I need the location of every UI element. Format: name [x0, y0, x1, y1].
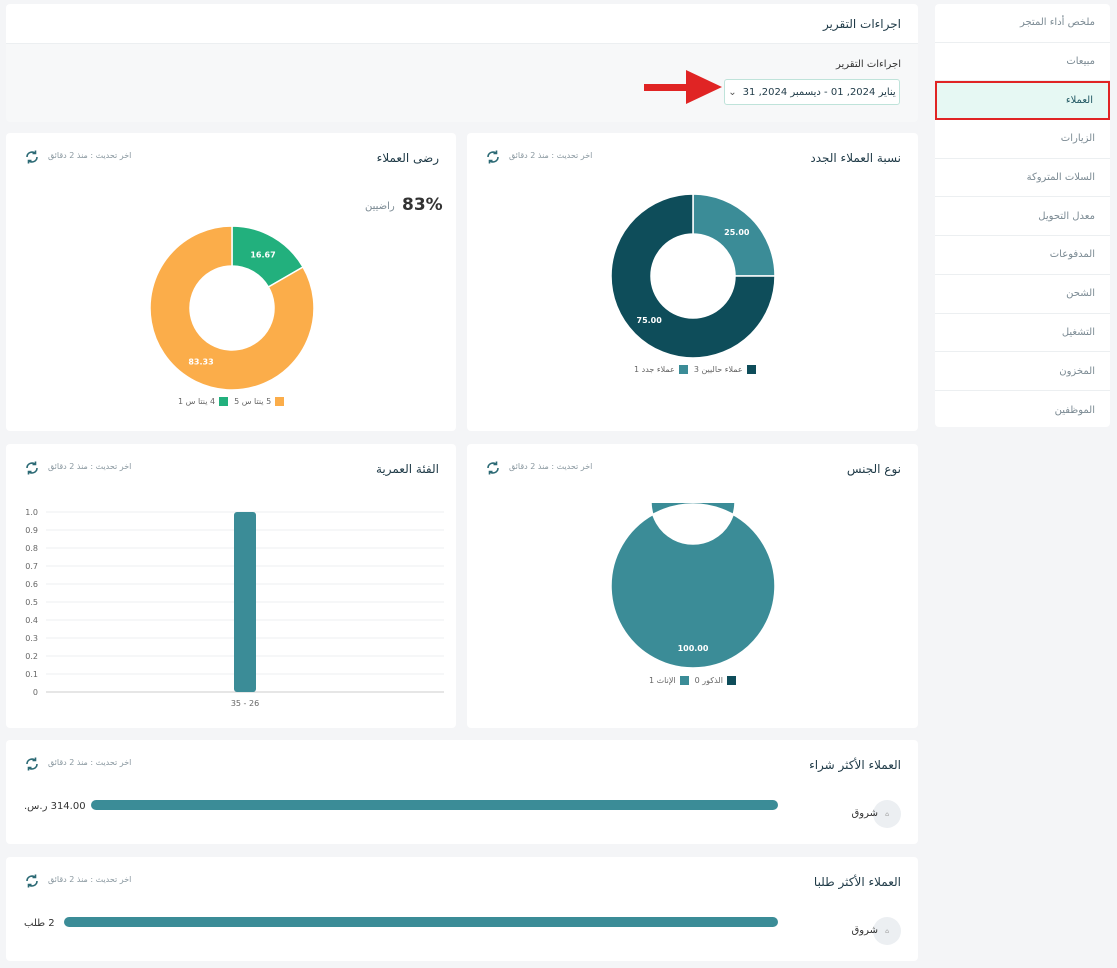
sidebar-item-visits[interactable]: الزيارات — [935, 120, 1110, 159]
legend-item-4-stars: 4 ينتا س 1 — [178, 397, 229, 406]
sidebar-item-abandoned-carts[interactable]: السلات المتروكة — [935, 159, 1110, 198]
satisfaction-card: رضى العملاء اخر تحديث : منذ 2 دقائق 83% … — [6, 133, 456, 431]
satisfaction-percent-label: راضيين — [365, 201, 395, 212]
y-tick-label: 0.1 — [25, 670, 38, 679]
donut-slice-label: 75.00 — [637, 316, 663, 325]
donut-slice-label: 16.67 — [250, 250, 275, 259]
refresh-icon[interactable] — [485, 149, 501, 165]
avatar: ⌂ — [873, 917, 901, 945]
sidebar-item-customers[interactable]: العملاء — [935, 81, 1110, 121]
legend-label-male: الذكور 0 — [694, 676, 723, 685]
sidebar-item-employees[interactable]: الموظفين — [1054, 404, 1095, 416]
gender-title: نوع الجنس — [846, 462, 901, 476]
refresh-icon[interactable] — [24, 460, 40, 476]
legend-label-existing: عملاء حاليين 3 — [693, 365, 743, 374]
y-tick-label: 0.5 — [25, 598, 38, 607]
top-orders-title: العملاء الأكثر طلبا — [813, 875, 901, 889]
last-update-text: اخر تحديث : منذ 2 دقائق — [509, 151, 593, 160]
chevron-down-icon: ⌄ — [728, 86, 737, 98]
satisfaction-donut-chart: 16.67 83.33 — [149, 225, 315, 391]
report-actions-body: اجراءات التقرير يناير 2024, 01 - ديسمبر … — [6, 44, 918, 122]
y-tick-label: 0.2 — [25, 652, 38, 661]
legend-item-new: عملاء جدد 1 — [634, 365, 688, 374]
top-buyers-card: العملاء الأكثر شراء اخر تحديث : منذ 2 دق… — [6, 740, 918, 844]
donut-slice-label: 100.00 — [678, 644, 709, 653]
refresh-icon[interactable] — [24, 756, 40, 772]
y-tick-label: 0.8 — [25, 544, 38, 553]
legend-label-5-stars: 5 ينتا س 5 — [234, 397, 272, 406]
legend-item-male: الذكور 0 — [695, 676, 736, 685]
top-buyers-title: العملاء الأكثر شراء — [809, 758, 901, 772]
age-group-bar-chart: 0 0.1 0.2 0.3 0.4 0.5 0.6 0.7 0.8 0.9 1.0 35 - 26 — [25, 508, 444, 708]
top-buyers-bar — [91, 800, 778, 810]
customer-name: شروق — [851, 808, 878, 819]
top-orders-value: 2 طلب — [24, 918, 55, 929]
legend-item-existing: عملاء حاليين 3 — [694, 365, 756, 374]
last-update-text: اخر تحديث : منذ 2 دقائق — [48, 875, 132, 884]
new-customers-legend: عملاء حاليين 3 عملاء جدد 1 — [634, 365, 756, 374]
last-update-text: اخر تحديث : منذ 2 دقائق — [48, 151, 132, 160]
y-tick-label: 0.4 — [25, 616, 38, 625]
legend-item-female: الإناث 1 — [649, 676, 689, 685]
donut-slice — [692, 193, 776, 277]
donut-slice-label: 25.00 — [724, 228, 750, 237]
satisfaction-percent: 83% — [402, 195, 443, 215]
report-actions-header: اجراءات التقرير — [6, 4, 918, 44]
legend-label-female: الإناث 1 — [649, 676, 676, 685]
y-tick-label: 0.7 — [25, 562, 38, 571]
sidebar-item-operations[interactable]: التشغيل — [935, 314, 1110, 353]
date-range-label: اجراءات التقرير — [835, 59, 901, 70]
customer-name: شروق — [851, 925, 878, 936]
bar — [234, 512, 256, 692]
gender-card: نوع الجنس اخر تحديث : منذ 2 دقائق 100.00… — [467, 444, 918, 728]
refresh-icon[interactable] — [485, 460, 501, 476]
sidebar-item-shipping[interactable]: الشحن — [935, 275, 1110, 314]
top-buyers-value: 314.00 ر.س. — [24, 801, 86, 812]
age-group-title: الفئة العمرية — [375, 462, 439, 476]
donut-slice — [610, 193, 776, 359]
x-tick-label: 35 - 26 — [231, 699, 259, 708]
reports-sidebar: ملخص أداء المتجر مبيعات العملاء الزيارات… — [935, 4, 1110, 427]
avatar: ⌂ — [873, 800, 901, 828]
refresh-icon[interactable] — [24, 149, 40, 165]
y-tick-label: 0.6 — [25, 580, 38, 589]
date-range-picker[interactable]: يناير 2024, 01 - ديسمبر 2024, 31 ⌄ — [724, 79, 900, 105]
legend-label-new: عملاء جدد 1 — [634, 365, 675, 374]
new-customers-donut-chart: 25.00 75.00 — [610, 193, 776, 359]
report-actions-title: اجراءات التقرير — [822, 17, 901, 31]
y-tick-label: 0.3 — [25, 634, 38, 643]
date-range-value: يناير 2024, 01 - ديسمبر 2024, 31 — [742, 86, 896, 98]
red-arrow-icon — [644, 70, 722, 104]
donut-slice-label: 83.33 — [188, 358, 213, 367]
new-customers-card: نسبة العملاء الجدد اخر تحديث : منذ 2 دقا… — [467, 133, 918, 431]
last-update-text: اخر تحديث : منذ 2 دقائق — [48, 462, 132, 471]
last-update-text: اخر تحديث : منذ 2 دقائق — [509, 462, 593, 471]
top-orders-bar — [64, 917, 778, 927]
last-update-text: اخر تحديث : منذ 2 دقائق — [48, 758, 132, 767]
satisfaction-title: رضى العملاء — [376, 151, 439, 165]
satisfaction-legend: 5 ينتا س 5 4 ينتا س 1 — [178, 397, 285, 406]
sidebar-item-inventory[interactable]: المخزون — [935, 352, 1110, 391]
donut-slice-label: 0.00 — [683, 514, 703, 523]
gender-legend: الذكور 0 الإناث 1 — [649, 676, 736, 685]
new-customers-title: نسبة العملاء الجدد — [810, 151, 901, 165]
sidebar-item-sales[interactable]: مبيعات — [935, 43, 1110, 82]
refresh-icon[interactable] — [24, 873, 40, 889]
sidebar-item-store-summary[interactable]: ملخص أداء المتجر — [935, 4, 1110, 43]
gender-donut-chart: 100.00 0.00 — [610, 503, 776, 669]
donut-slice — [610, 503, 776, 669]
y-tick-label: 1.0 — [25, 508, 38, 517]
report-actions-panel: اجراءات التقرير اجراءات التقرير يناير 20… — [6, 4, 918, 122]
y-tick-label: 0.9 — [25, 526, 38, 535]
donut-slice — [149, 225, 315, 391]
legend-label-4-stars: 4 ينتا س 1 — [178, 397, 216, 406]
y-tick-label: 0 — [33, 688, 38, 697]
legend-item-5-stars: 5 ينتا س 5 — [234, 397, 285, 406]
top-orders-card: العملاء الأكثر طلبا اخر تحديث : منذ 2 دق… — [6, 857, 918, 961]
sidebar-item-payments[interactable]: المدفوعات — [935, 236, 1110, 275]
sidebar-item-conversion-rate[interactable]: معدل التحويل — [935, 197, 1110, 237]
